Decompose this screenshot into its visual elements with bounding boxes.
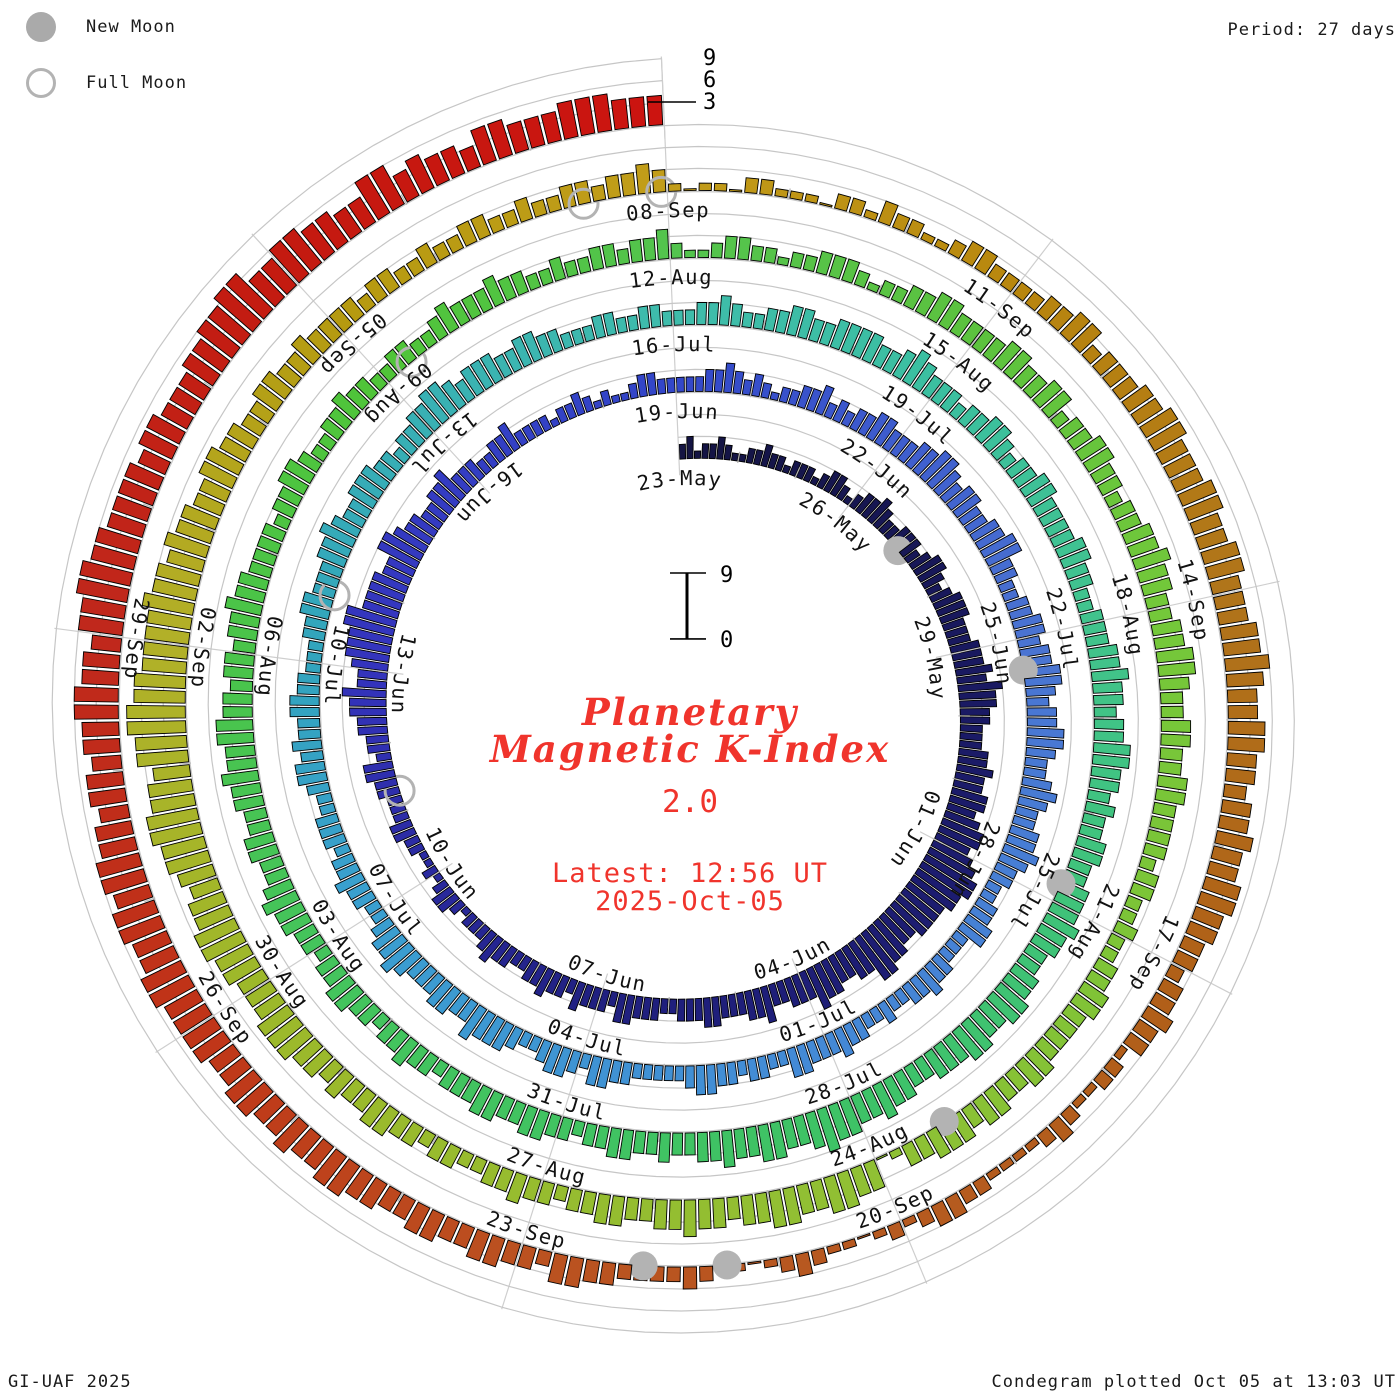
new-moon-label: New Moon	[86, 17, 176, 37]
new-moon-marker	[628, 1251, 658, 1281]
radial-gridlines	[54, 56, 1280, 1310]
new-moon-marker	[712, 1250, 742, 1280]
outer-scale-tick-label: 9	[703, 46, 716, 71]
full-moon-marker	[567, 187, 600, 220]
full-moon-icon	[26, 68, 56, 98]
outer-k-scale: 369	[648, 46, 716, 115]
moon-legend: New Moon Full Moon	[26, 10, 187, 122]
center-k-scale: 90	[670, 563, 733, 653]
new-moon-icon	[26, 12, 56, 42]
k-index-bars	[73, 93, 1271, 1290]
new-moon-marker	[1008, 655, 1038, 685]
new-moon-marker	[1046, 869, 1076, 899]
legend-full-moon: Full Moon	[26, 66, 187, 100]
full-moon-marker	[645, 175, 678, 208]
credit-label: GI-UAF 2025	[8, 1372, 132, 1392]
outer-scale-tick-label: 3	[703, 90, 716, 115]
center-scale-max-label: 9	[720, 563, 733, 588]
date-label: 02-Sep	[186, 605, 220, 689]
full-moon-marker	[383, 774, 416, 807]
center-scale-min-label: 0	[720, 628, 733, 653]
legend-new-moon: New Moon	[26, 10, 187, 44]
gridline-spirals	[51, 58, 1295, 1334]
period-label: Period: 27 days	[1227, 20, 1396, 40]
full-moon-label: Full Moon	[86, 73, 188, 93]
outer-scale-tick-label: 6	[703, 68, 716, 93]
plotted-label: Condegram plotted Oct 05 at 13:03 UT	[991, 1372, 1396, 1392]
